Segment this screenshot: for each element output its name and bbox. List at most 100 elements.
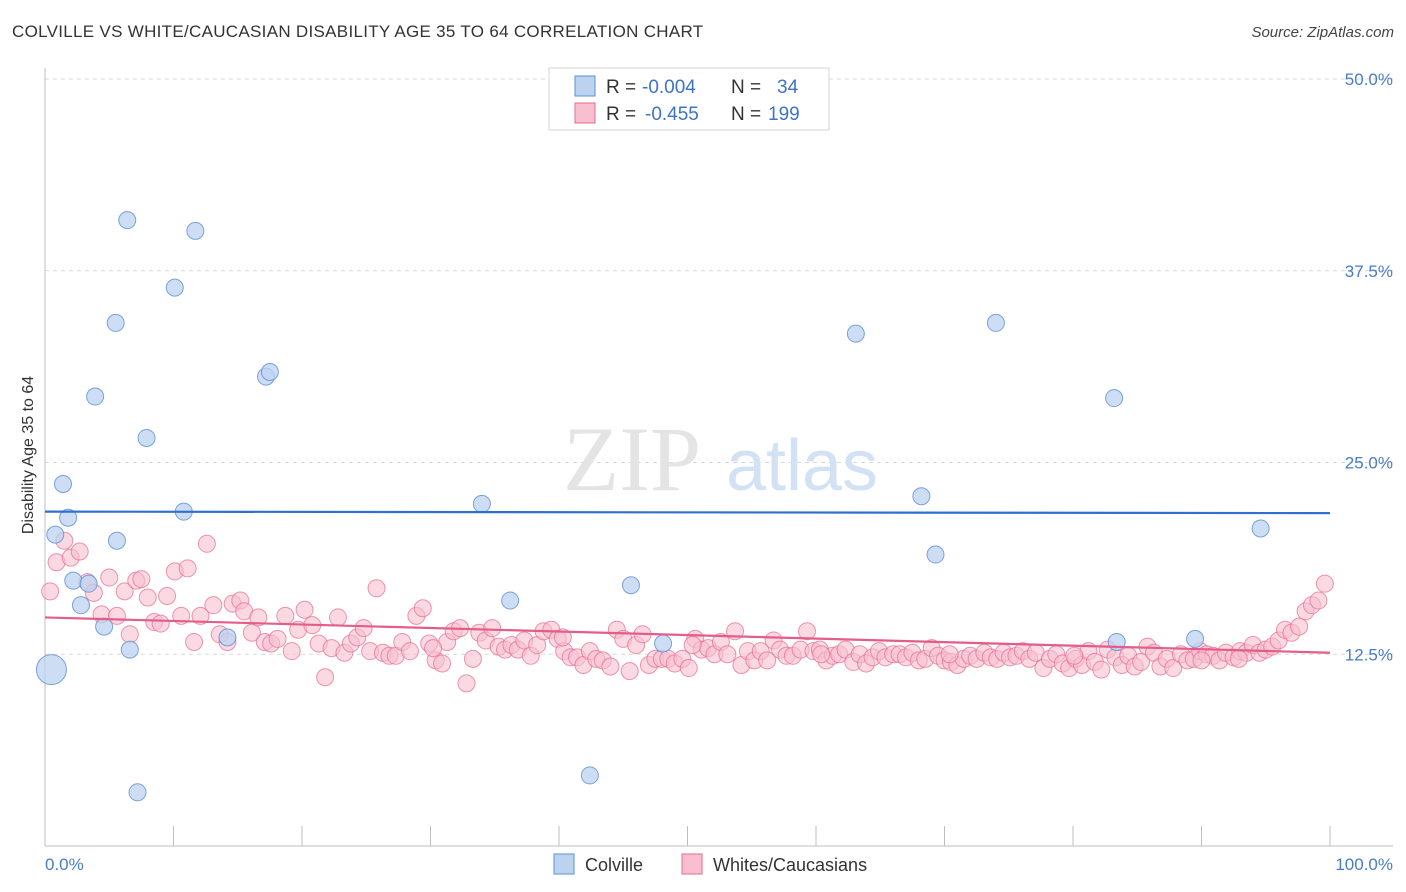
whites-point — [1192, 651, 1211, 670]
legend-swatch-whites — [574, 102, 596, 124]
whites-point — [400, 642, 419, 661]
colville-point — [501, 591, 520, 610]
colville-point — [46, 525, 65, 544]
colville-point — [1251, 519, 1270, 538]
whites-point — [197, 534, 216, 553]
whites-point — [41, 582, 60, 601]
whites-point — [1065, 646, 1084, 665]
whites-point — [940, 645, 959, 664]
colville-point — [621, 576, 640, 595]
watermark-atlas: atlas — [726, 426, 878, 506]
whites-point — [1290, 617, 1309, 636]
whites-point — [718, 645, 737, 664]
colville-point — [79, 574, 98, 593]
bottom-legend-whites: Whites/Caucasians — [713, 855, 867, 875]
legend-r-label-1: R = — [606, 77, 636, 98]
chart-title: COLVILLE VS WHITE/CAUCASIAN DISABILITY A… — [12, 22, 704, 41]
whites-point — [1315, 574, 1334, 593]
whites-point — [282, 642, 301, 661]
whites-point — [70, 542, 89, 561]
y-tick-label: 50.0% — [1345, 70, 1393, 89]
whites-point — [316, 668, 335, 687]
x-tick-label-min: 0.0% — [45, 855, 84, 874]
colville-point — [64, 571, 83, 590]
legend-r-label-2: R = — [606, 104, 636, 125]
whites-point — [268, 629, 287, 648]
whites-point — [457, 674, 476, 693]
y-tick-label: 25.0% — [1345, 454, 1393, 473]
colville-point — [186, 221, 205, 240]
bottom-legend-colville: Colville — [585, 855, 643, 875]
trendlines — [44, 510, 1331, 654]
whites-point — [242, 623, 261, 642]
whites-point — [100, 568, 119, 587]
colville-point — [59, 508, 78, 527]
whites-point — [204, 596, 223, 615]
colville-point — [120, 640, 139, 659]
whites-point — [433, 654, 452, 673]
colville-points — [35, 211, 1270, 802]
whites-point — [1092, 660, 1111, 679]
whites-point — [367, 579, 386, 598]
legend-n-label-1: N = — [731, 77, 761, 98]
legend-r-value-2: -0.455 — [645, 104, 699, 125]
x-tick-label-max: 100.0% — [1335, 855, 1393, 874]
legend-r-value-1: -0.004 — [642, 77, 696, 98]
watermark: ZIP atlas — [563, 408, 878, 510]
whites-point — [553, 628, 572, 647]
whites-point — [679, 659, 698, 678]
y-tick-label: 12.5% — [1345, 645, 1393, 664]
colville-point — [1105, 389, 1124, 408]
colville-point — [654, 634, 673, 653]
whites-points — [41, 531, 1334, 693]
bottom-legend-swatch-colville — [553, 853, 575, 875]
legend-box — [548, 67, 830, 131]
whites-point — [1229, 649, 1248, 668]
colville-point — [95, 617, 114, 636]
legend: R = -0.004 N = 34 R = -0.455 N = 199 — [548, 67, 830, 131]
whites-point — [620, 662, 639, 681]
whites-point — [178, 559, 197, 578]
colville-point — [1186, 629, 1205, 648]
y-tick-label: 37.5% — [1345, 262, 1393, 281]
whites-point — [138, 588, 157, 607]
colville-point — [926, 545, 945, 564]
colville-point — [580, 766, 599, 785]
whites-point — [483, 619, 502, 638]
y-axis-label: Disability Age 35 to 64 — [20, 376, 37, 534]
colville-point — [118, 211, 137, 230]
whites-point — [151, 614, 170, 633]
colville-point — [137, 428, 156, 447]
whites-point — [758, 651, 777, 670]
whites-point — [132, 570, 151, 589]
whites-point — [185, 632, 204, 651]
whites-point — [812, 645, 831, 664]
colville-point — [218, 628, 237, 647]
colville-point — [260, 362, 279, 381]
colville-point — [71, 596, 90, 615]
whites-point — [249, 608, 268, 627]
colville-point — [986, 313, 1005, 332]
whites-point — [328, 608, 347, 627]
whites-point — [295, 600, 314, 619]
whites-point — [798, 622, 817, 641]
whites-point — [424, 639, 443, 658]
colville-point — [106, 313, 125, 332]
whites-point — [354, 619, 373, 638]
legend-swatch-colville — [574, 75, 596, 97]
whites-point — [120, 625, 139, 644]
axes — [44, 68, 1393, 847]
whites-trendline — [44, 616, 1331, 654]
colville-point — [86, 387, 105, 406]
colville-point — [107, 531, 126, 550]
whites-point — [1132, 652, 1151, 671]
whites-point — [463, 649, 482, 668]
colville-point — [912, 487, 931, 506]
colville-trendline — [44, 510, 1331, 515]
whites-point — [1309, 591, 1328, 610]
whites-point — [1164, 659, 1183, 678]
whites-point — [115, 582, 134, 601]
whites-point — [683, 636, 702, 655]
whites-point — [601, 657, 620, 676]
whites-point — [276, 606, 295, 625]
